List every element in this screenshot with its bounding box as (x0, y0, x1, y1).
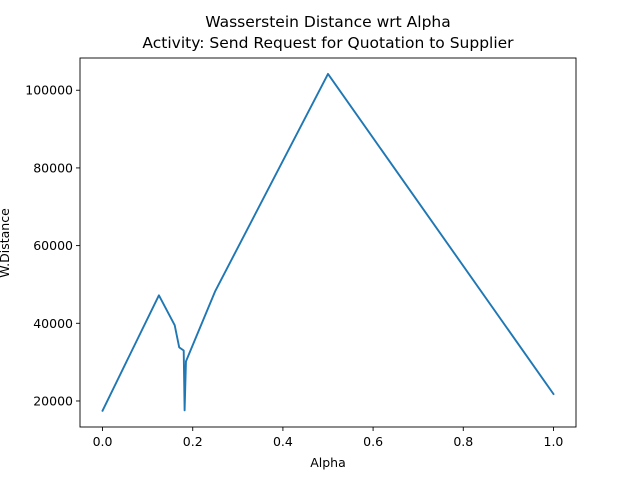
plot-area: 0.0 0.2 0.4 0.6 0.8 1.0 20000 40000 60000 80000 10… (25, 57, 577, 449)
y-tick-label: 80000 (33, 160, 73, 175)
y-tick-label: 40000 (33, 316, 73, 331)
x-tick-label: 0.4 (273, 434, 293, 449)
x-tick-label: 0.6 (363, 434, 383, 449)
x-tick-label: 1.0 (544, 434, 564, 449)
y-axis-label: W.Distance (0, 208, 12, 278)
y-tick-label: 20000 (33, 393, 73, 408)
y-tick-label: 60000 (33, 238, 73, 253)
x-axis-label: Alpha (310, 455, 346, 470)
chart-subtitle: Activity: Send Request for Quotation to … (142, 34, 514, 52)
y-tick-label: 100000 (25, 83, 73, 98)
x-tick-label: 0.8 (453, 434, 473, 449)
x-tick-label: 0.2 (183, 434, 203, 449)
axes-frame (79, 57, 577, 428)
series-line-0 (101, 72, 555, 412)
x-tick-label: 0.0 (93, 434, 113, 449)
chart-title: Wasserstein Distance wrt Alpha (205, 13, 450, 31)
